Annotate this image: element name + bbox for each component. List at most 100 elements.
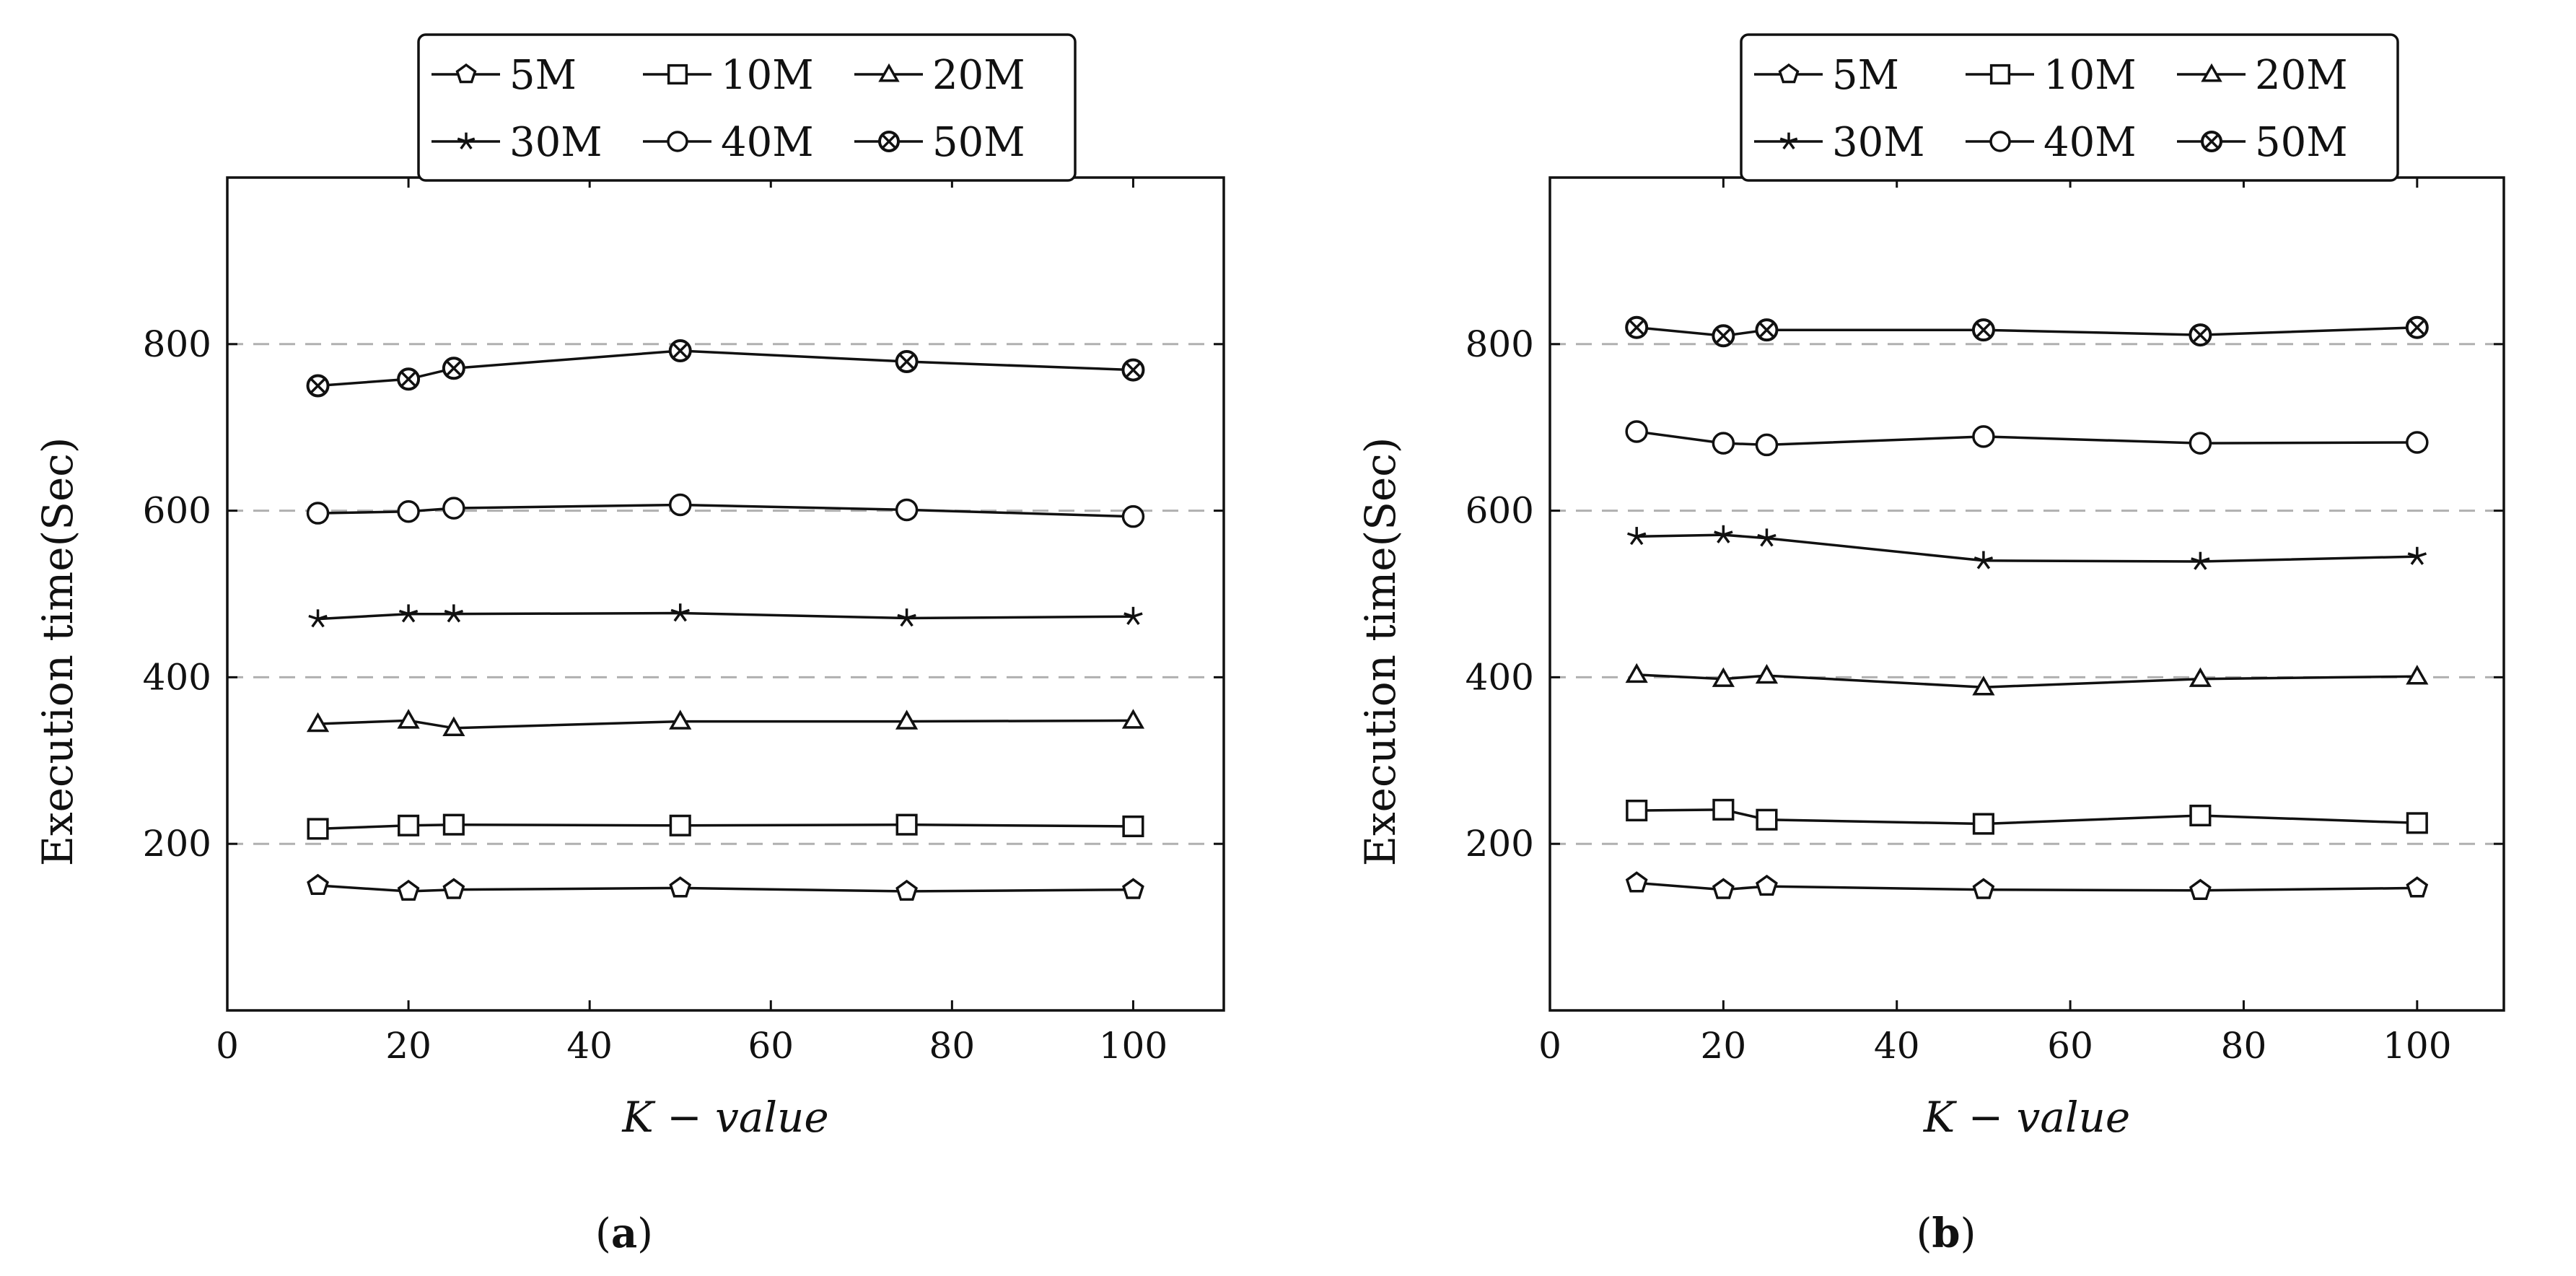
series-40M — [1625, 420, 2429, 457]
data-point-30M — [1973, 551, 1994, 569]
data-point-30M — [1123, 606, 1143, 625]
data-point-50M — [895, 350, 919, 374]
data-point-5M — [442, 878, 465, 899]
data-point-40M — [1121, 504, 1145, 528]
legend-box — [1740, 33, 2399, 182]
data-point-40M — [1625, 420, 1648, 443]
legend-label: 30M — [509, 119, 603, 166]
x-axis-title: K − value — [621, 1093, 828, 1142]
legend-marker — [1989, 64, 2011, 85]
chart-panel-b: 200 400 600 800 0 20 40 60 80 100 K − value Executi… — [1356, 33, 2505, 1257]
panel-caption-letter: a — [611, 1210, 637, 1257]
series-line-40M — [1636, 430, 2417, 447]
data-point-10M — [895, 813, 918, 836]
data-point-40M — [397, 500, 420, 523]
legend-item-50M: 50M — [2177, 119, 2348, 166]
y-tick-label: 800 — [143, 323, 211, 365]
data-point-20M — [1625, 663, 1648, 683]
series-line-5M — [1637, 881, 2417, 892]
series-line-50M — [1637, 325, 2417, 338]
data-point-40M — [442, 497, 465, 520]
data-point-50M — [2405, 315, 2429, 339]
data-point-10M — [669, 814, 691, 836]
legend-label: 10M — [721, 52, 814, 99]
chart-panel-a: 200 400 600 800 0 20 40 60 80 100 K − value Executi… — [33, 33, 1225, 1257]
legend-label: 20M — [932, 52, 1025, 99]
series-line-50M — [317, 349, 1134, 388]
legend-marker — [2201, 63, 2222, 82]
data-point-40M — [1755, 433, 1779, 457]
legend-box — [417, 33, 1077, 182]
data-point-5M — [669, 876, 692, 898]
series-40M — [306, 493, 1145, 528]
data-point-50M — [1121, 358, 1145, 382]
y-tick-label: 200 — [1466, 823, 1534, 865]
legend-marker — [667, 131, 688, 152]
legend: 5M 10M 20M 30M 40M 50M — [1740, 33, 2399, 182]
series-30M — [1626, 525, 2427, 570]
data-point-5M — [1712, 878, 1735, 899]
data-point-5M — [307, 873, 329, 895]
data-point-50M — [1625, 315, 1649, 339]
legend-label: 40M — [721, 119, 814, 166]
legend-item-30M: 30M — [431, 119, 603, 166]
series-10M — [307, 813, 1144, 840]
data-point-50M — [306, 374, 330, 398]
data-point-50M — [397, 367, 421, 391]
data-point-10M — [1122, 815, 1144, 838]
data-point-10M — [1756, 808, 1778, 831]
data-point-10M — [1712, 798, 1735, 821]
legend-label: 50M — [2255, 119, 2348, 166]
data-point-40M — [1712, 432, 1735, 455]
legend-item-30M: 30M — [1754, 119, 1925, 166]
data-point-40M — [306, 502, 330, 525]
data-point-10M — [2189, 804, 2212, 827]
legend-item-10M: 10M — [643, 52, 814, 99]
y-tick-label: 800 — [1466, 323, 1534, 365]
x-tick-label: 20 — [1701, 1025, 1747, 1067]
legend-item-5M: 5M — [431, 52, 577, 99]
series-20M — [1625, 663, 2429, 696]
legend-marker — [878, 131, 900, 152]
x-tick-label: 60 — [748, 1025, 794, 1067]
legend-marker — [1778, 63, 1800, 84]
data-point-20M — [442, 716, 465, 736]
data-point-30M — [1626, 527, 1647, 546]
panel-caption: (a) — [595, 1210, 653, 1257]
x-tick-label: 20 — [385, 1025, 431, 1067]
data-point-30M — [308, 609, 328, 628]
x-tick-label: 100 — [2383, 1025, 2451, 1067]
data-point-10M — [1972, 813, 1994, 835]
data-point-30M — [897, 608, 916, 627]
series-line-10M — [1637, 808, 2417, 826]
series-20M — [306, 709, 1145, 736]
x-tick-label: 80 — [929, 1025, 976, 1067]
series-line-20M — [317, 719, 1134, 730]
data-point-30M — [1757, 528, 1777, 547]
data-point-40M — [668, 493, 692, 517]
panel-caption-letter: b — [1932, 1210, 1960, 1257]
x-tick-label: 80 — [2221, 1025, 2267, 1067]
data-point-20M — [895, 709, 919, 730]
legend-label: 5M — [509, 52, 577, 99]
data-point-5M — [895, 879, 918, 901]
data-point-20M — [397, 709, 420, 729]
legend-marker — [878, 63, 900, 82]
data-point-40M — [2189, 432, 2212, 455]
x-tick-label: 0 — [216, 1025, 239, 1067]
legend-label: 10M — [2043, 52, 2137, 99]
y-axis-title: Execution time(Sec) — [1356, 437, 1405, 867]
plot-frame — [1548, 176, 2505, 1012]
series-50M — [1625, 315, 2429, 348]
data-point-20M — [669, 709, 692, 730]
data-point-10M — [1626, 799, 1648, 822]
data-point-30M — [2407, 546, 2427, 565]
data-point-10M — [398, 814, 420, 836]
legend-label: 40M — [2043, 119, 2137, 166]
x-axis-title: K − value — [1923, 1093, 2130, 1142]
legend-marker — [457, 132, 476, 150]
legend-item-5M: 5M — [1754, 52, 1899, 99]
data-point-30M — [444, 604, 464, 623]
legend-item-10M: 10M — [1966, 52, 2137, 99]
series-5M — [307, 873, 1144, 901]
